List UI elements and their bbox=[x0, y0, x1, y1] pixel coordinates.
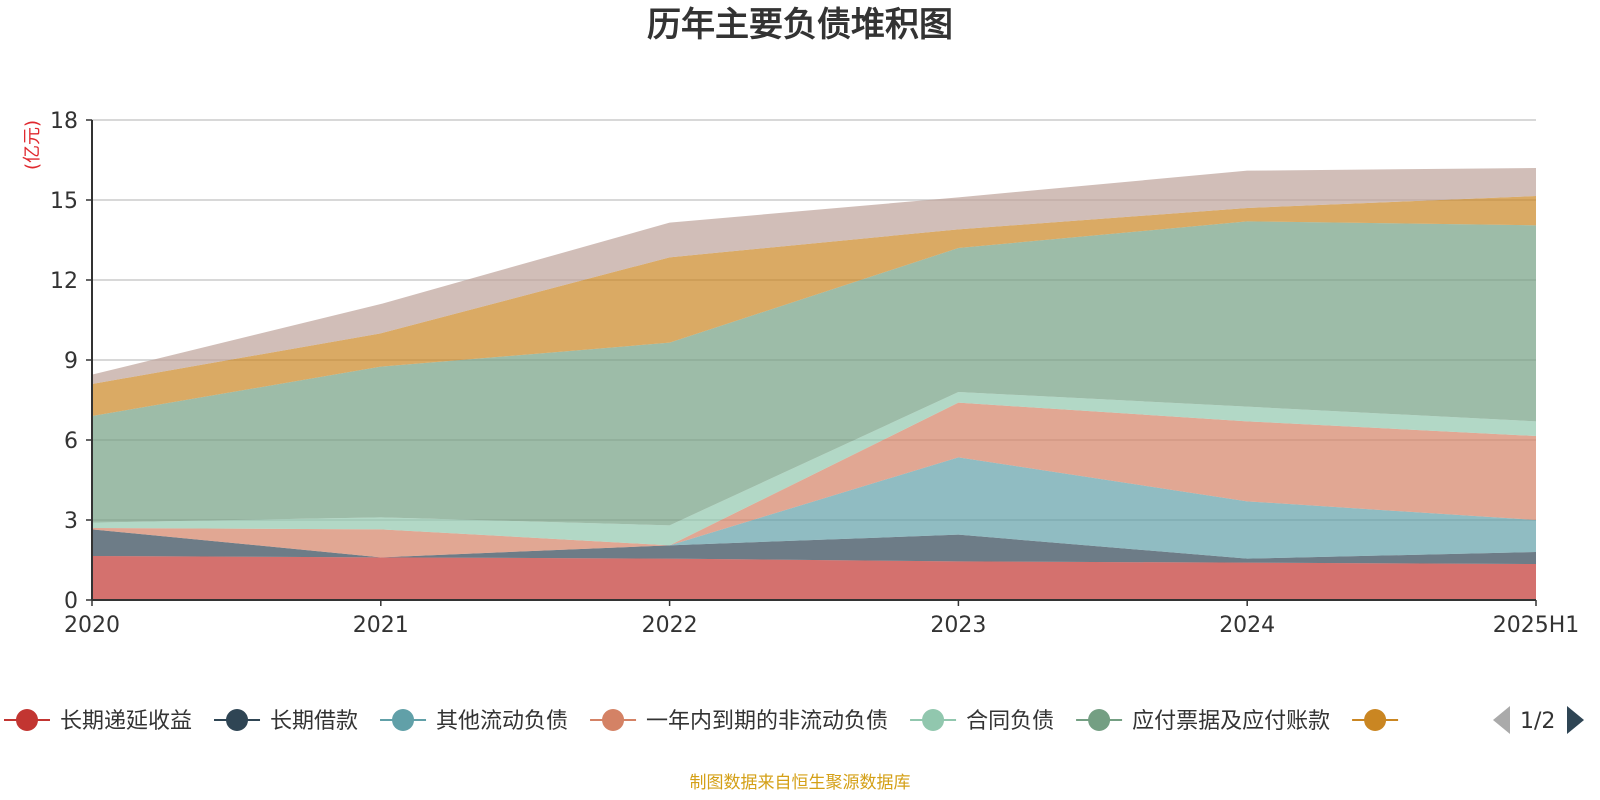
legend-item[interactable] bbox=[1352, 709, 1399, 731]
legend-label: 应付票据及应付账款 bbox=[1132, 709, 1330, 734]
area-series-5 bbox=[92, 392, 1536, 546]
area-series-7 bbox=[92, 196, 1536, 416]
legend-circle-icon bbox=[392, 709, 415, 731]
area-series-2 bbox=[92, 529, 1536, 564]
legend-label: 长期借款 bbox=[270, 709, 358, 734]
y-tick-label: 6 bbox=[64, 429, 78, 454]
y-tick-label: 18 bbox=[50, 109, 78, 134]
legend-prev-icon[interactable] bbox=[1493, 706, 1510, 734]
y-tick-label: 0 bbox=[64, 589, 78, 614]
chart-title: 历年主要负债堆积图 bbox=[647, 5, 953, 45]
legend[interactable]: 长期递延收益 长期借款 其他流动负债 一年内到期的非流动负债 合同负债 应付票据及应付账款 bbox=[4, 709, 1399, 734]
area-series-4 bbox=[92, 402, 1536, 558]
y-tick-label: 9 bbox=[64, 349, 78, 374]
legend-item[interactable]: 合同负债 bbox=[910, 709, 1054, 734]
legend-circle-icon bbox=[16, 709, 38, 731]
legend-item[interactable]: 其他流动负债 bbox=[380, 709, 568, 734]
x-tick-label: 2022 bbox=[642, 613, 698, 638]
legend-label: 一年内到期的非流动负债 bbox=[646, 709, 888, 734]
x-tick-label: 2021 bbox=[353, 613, 409, 638]
x-axis-ticks: 2020 2021 2022 2023 2024 2025H1 bbox=[64, 600, 1579, 638]
y-tick-label: 12 bbox=[50, 269, 78, 294]
legend-label: 其他流动负债 bbox=[436, 709, 568, 734]
x-tick-label: 2020 bbox=[64, 613, 120, 638]
y-axis-unit-label: (亿元) bbox=[22, 120, 43, 170]
x-tick-label: 2024 bbox=[1219, 613, 1275, 638]
legend-label: 长期递延收益 bbox=[60, 709, 192, 734]
y-tick-label: 15 bbox=[50, 189, 78, 214]
legend-circle-icon bbox=[602, 709, 625, 731]
legend-circle-icon bbox=[1088, 709, 1111, 731]
legend-pager: 1/2 bbox=[1493, 706, 1584, 734]
area-series-6 bbox=[92, 221, 1536, 526]
area-series-8 bbox=[92, 168, 1536, 384]
legend-item[interactable]: 应付票据及应付账款 bbox=[1076, 709, 1330, 734]
legend-next-icon[interactable] bbox=[1567, 706, 1584, 734]
area-series-group bbox=[92, 168, 1536, 600]
legend-circle-icon bbox=[226, 709, 249, 731]
legend-circle-icon bbox=[1364, 709, 1387, 731]
legend-item[interactable]: 一年内到期的非流动负债 bbox=[590, 709, 888, 734]
source-note: 制图数据来自恒生聚源数据库 bbox=[690, 773, 911, 793]
y-tick-label: 3 bbox=[64, 509, 78, 534]
x-tick-label: 2023 bbox=[930, 613, 986, 638]
area-series-1 bbox=[92, 556, 1536, 600]
legend-circle-icon bbox=[922, 709, 945, 731]
legend-item[interactable]: 长期借款 bbox=[214, 709, 358, 734]
legend-label: 合同负债 bbox=[966, 709, 1054, 734]
x-tick-label: 2025H1 bbox=[1493, 613, 1580, 638]
legend-item[interactable]: 长期递延收益 bbox=[4, 709, 192, 734]
y-axis-ticks: 0 3 6 9 12 15 18 bbox=[50, 109, 92, 614]
legend-page-indicator: 1/2 bbox=[1520, 709, 1555, 734]
area-series-3 bbox=[92, 457, 1536, 559]
